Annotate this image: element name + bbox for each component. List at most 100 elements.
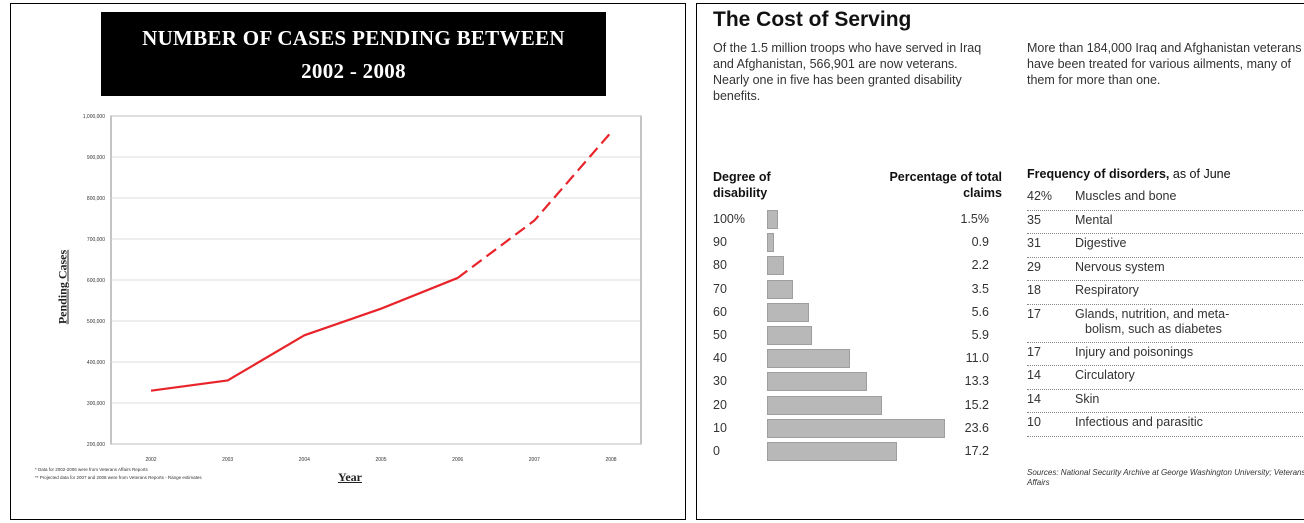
percentage-value: 17.2 bbox=[964, 444, 989, 458]
intro-paragraph: Of the 1.5 million troops who have serve… bbox=[713, 41, 982, 103]
disability-bar bbox=[767, 326, 812, 345]
frequency-row: 14 Circulatory bbox=[1027, 366, 1304, 390]
disorder-label-line2: bolism, such as diabetes bbox=[1085, 321, 1222, 336]
degree-label: 30 bbox=[713, 374, 727, 389]
disorder-label: Nervous system bbox=[1075, 259, 1165, 274]
frequency-row: 35 Mental bbox=[1027, 211, 1304, 234]
percentage-value: 5.9 bbox=[971, 328, 989, 342]
disorder-label: Digestive bbox=[1075, 236, 1127, 250]
disability-bar bbox=[767, 256, 784, 276]
frequency-row: 17 Injury and poisonings bbox=[1027, 343, 1304, 366]
frequency-value: 17 bbox=[1027, 344, 1041, 359]
degree-label: 40 bbox=[713, 351, 727, 366]
degree-label: 100% bbox=[713, 212, 745, 226]
y-tick-label: 300,000 bbox=[87, 401, 105, 407]
disability-bar bbox=[767, 395, 882, 415]
percentage-value: 0.9 bbox=[971, 235, 989, 250]
chart-title-box: NUMBER OF CASES PENDING BETWEEN 2002 - 2… bbox=[101, 12, 606, 96]
pending-cases-panel: 200,000 300,000 400,000 500,000 600,000 700,0… bbox=[10, 3, 686, 520]
disorder-label: Injury and poisonings bbox=[1075, 344, 1194, 359]
frequency-value: 10 bbox=[1027, 415, 1041, 429]
pending-cases-chart: 200,000 300,000 400,000 500,000 600,000 700,0… bbox=[83, 114, 642, 463]
x-tick-label: 2003 bbox=[222, 457, 233, 463]
x-tick-label: 2005 bbox=[375, 457, 386, 463]
disability-bar bbox=[767, 349, 850, 369]
disability-bar bbox=[767, 210, 779, 229]
percentage-value: 15.2 bbox=[964, 397, 989, 412]
sources-note: Sources: National Security Archive at Ge… bbox=[1027, 468, 1304, 487]
frequency-value: 35 bbox=[1027, 212, 1041, 227]
y-tick-label: 700,000 bbox=[87, 237, 105, 243]
frequency-value: 29 bbox=[1027, 259, 1041, 274]
frequency-row: 14 Skin bbox=[1027, 390, 1304, 413]
disability-bar bbox=[767, 442, 897, 461]
percentage-value: 2.2 bbox=[971, 258, 989, 273]
disorder-label: Respiratory bbox=[1075, 283, 1139, 297]
percentage-value: 5.6 bbox=[971, 304, 989, 319]
x-tick-label: 2004 bbox=[299, 457, 310, 463]
panel-title: The Cost of Serving bbox=[713, 8, 912, 31]
frequency-value: 14 bbox=[1027, 368, 1041, 382]
disability-bar bbox=[767, 302, 810, 322]
degree-label: 60 bbox=[713, 304, 727, 319]
frequency-row: 10 Infectious and parasitic bbox=[1027, 413, 1304, 437]
degree-label: 80 bbox=[713, 258, 727, 273]
disability-bar bbox=[767, 372, 868, 392]
degree-label: 50 bbox=[713, 328, 727, 342]
actual-cases-line bbox=[150, 276, 459, 392]
disorder-label: Muscles and bone bbox=[1075, 189, 1177, 203]
cost-of-serving-panel: The Cost of Serving Of the 1.5 million t… bbox=[696, 3, 1304, 520]
footnote-1: * Data for 2002-2006 were from Veterans … bbox=[35, 467, 148, 472]
frequency-row: 17 Glands, nutrition, and meta-bolism, su… bbox=[1027, 305, 1304, 343]
x-tick-label: 2008 bbox=[605, 457, 616, 463]
disorder-label-line1: Glands, nutrition, and meta- bbox=[1075, 306, 1230, 321]
frequency-value: 42% bbox=[1027, 189, 1053, 203]
y-tick-label: 600,000 bbox=[87, 278, 105, 284]
disability-bar bbox=[767, 233, 774, 253]
x-tick-label: 2006 bbox=[452, 457, 463, 463]
y-tick-label: 500,000 bbox=[87, 319, 105, 325]
chart-title-line1: NUMBER OF CASES PENDING BETWEEN bbox=[142, 26, 565, 50]
projected-cases-line bbox=[457, 131, 612, 279]
degree-label: 90 bbox=[713, 235, 727, 250]
frequency-row: 29 Nervous system bbox=[1027, 258, 1304, 281]
y-tick-label: 800,000 bbox=[87, 196, 105, 202]
y-tick-label: 200,000 bbox=[87, 442, 105, 448]
percentage-value: 23.6 bbox=[964, 420, 989, 435]
degree-label: 0 bbox=[713, 444, 720, 458]
y-tick-label: 900,000 bbox=[87, 155, 105, 161]
frequency-title-rest: as of June bbox=[1169, 167, 1231, 181]
percentage-value: 3.5 bbox=[971, 281, 989, 296]
x-axis-label: Year bbox=[338, 470, 362, 484]
frequency-row: 31 Digestive bbox=[1027, 234, 1304, 258]
degree-label: 70 bbox=[713, 281, 727, 296]
treated-paragraph: More than 184,000 Iraq and Afghanistan v… bbox=[1027, 41, 1302, 87]
frequency-value: 14 bbox=[1027, 391, 1041, 406]
frequency-value: 18 bbox=[1027, 283, 1041, 297]
percentage-value: 11.0 bbox=[965, 351, 989, 366]
x-tick-label: 2007 bbox=[529, 457, 540, 463]
percentage-value: 13.3 bbox=[964, 374, 989, 389]
disability-bar bbox=[767, 279, 794, 299]
disorder-label: Mental bbox=[1075, 212, 1113, 227]
y-tick-label: 1,000,000 bbox=[83, 114, 105, 120]
percentage-value: 1.5% bbox=[960, 212, 990, 226]
percentage-header: Percentage of total claims bbox=[889, 170, 1002, 200]
disorder-label: Infectious and parasitic bbox=[1075, 415, 1203, 429]
chart-title-line2: 2002 - 2008 bbox=[301, 59, 406, 83]
degree-label: 10 bbox=[713, 420, 727, 435]
frequency-value: 17 bbox=[1027, 306, 1041, 321]
disorder-label: Skin bbox=[1075, 391, 1100, 406]
disorder-label: Glands, nutrition, and meta-bolism, such… bbox=[1075, 307, 1304, 337]
y-axis-label: Pending Cases bbox=[55, 249, 70, 325]
disability-bar bbox=[767, 418, 945, 438]
degree-label: 20 bbox=[713, 397, 727, 412]
y-tick-label: 400,000 bbox=[87, 360, 105, 366]
frequency-value: 31 bbox=[1027, 236, 1041, 250]
disorder-label: Circulatory bbox=[1075, 368, 1135, 382]
frequency-row: 42% Muscles and bone bbox=[1027, 187, 1304, 211]
x-tick-label: 2002 bbox=[145, 457, 156, 463]
footnote-2: ** Projected data for 2007 and 2008 were… bbox=[35, 475, 202, 480]
frequency-title-bold: Frequency of disorders, bbox=[1027, 167, 1170, 181]
degree-header: Degree of disability bbox=[713, 170, 771, 200]
